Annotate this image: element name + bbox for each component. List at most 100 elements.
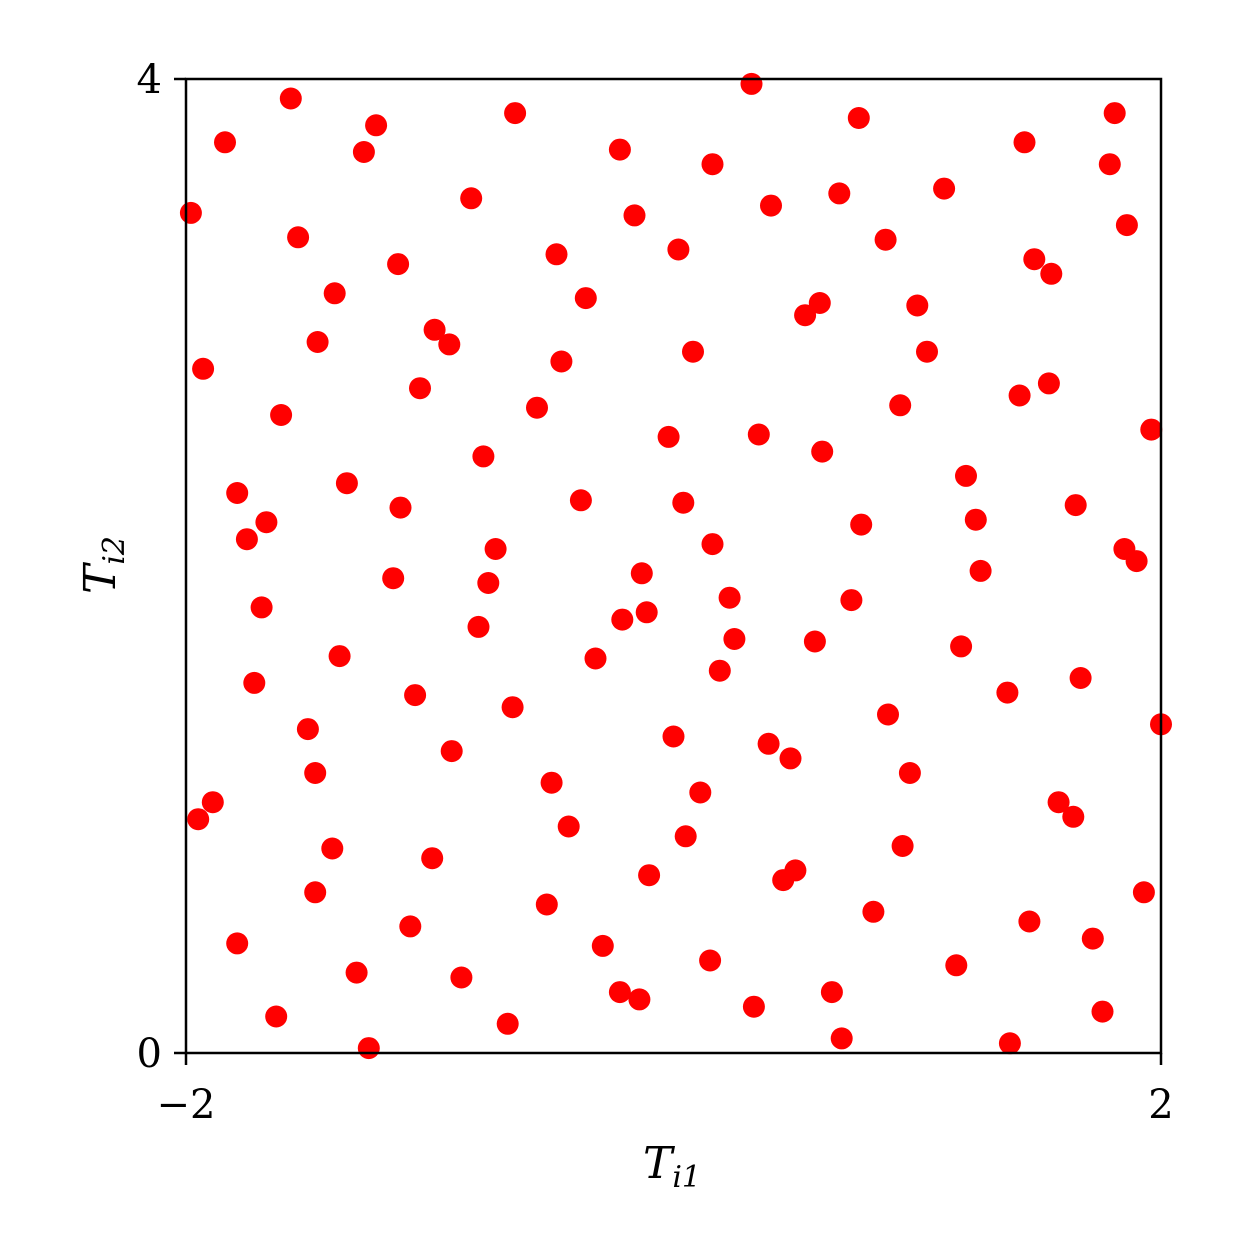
- scatter-point-53: [574, 287, 597, 310]
- scatter-point-67: [672, 491, 695, 514]
- scatter-point-79: [742, 995, 765, 1018]
- scatter-point-63: [628, 988, 651, 1011]
- scatter-point-13: [270, 404, 293, 426]
- scatter-point-12: [265, 1005, 288, 1028]
- scatter-point-94: [847, 107, 870, 129]
- scatter-point-29: [387, 253, 410, 276]
- scatter-point-30: [389, 496, 412, 519]
- scatter-point-122: [1081, 927, 1104, 950]
- scatter-point-69: [682, 340, 704, 363]
- scatter-point-97: [874, 228, 897, 251]
- x-tick-label-min: −2: [157, 1082, 216, 1128]
- scatter-point-99: [889, 394, 912, 417]
- scatter-point-6: [226, 932, 249, 955]
- scatter-point-2: [192, 357, 215, 380]
- scatter-point-56: [591, 934, 614, 957]
- scatter-point-3: [187, 808, 210, 831]
- x-tick-label-max: 2: [1148, 1082, 1173, 1128]
- scatter-point-114: [1018, 910, 1041, 933]
- scatter-point-4: [201, 791, 224, 814]
- scatter-point-51: [540, 771, 563, 794]
- scatter-point-7: [226, 482, 249, 504]
- scatter-point-89: [820, 981, 843, 1004]
- scatter-point-93: [840, 589, 863, 612]
- scatter-point-117: [1047, 791, 1070, 814]
- scatter-point-110: [996, 681, 1019, 704]
- scatter-point-111: [998, 1032, 1021, 1055]
- scatter-point-85: [784, 859, 807, 882]
- scatter-point-21: [323, 282, 346, 305]
- scatter-point-82: [760, 194, 782, 217]
- scatter-point-44: [496, 1012, 519, 1035]
- scatter-point-125: [1103, 102, 1126, 125]
- scatter-point-25: [352, 141, 375, 163]
- scatter-point-48: [535, 893, 558, 916]
- scatter-point-45: [504, 102, 527, 125]
- scatter-point-70: [674, 825, 697, 848]
- scatter-point-121: [1069, 667, 1092, 689]
- scatter-point-116: [1037, 372, 1060, 395]
- scatter-point-58: [608, 138, 631, 161]
- scatter-point-123: [1091, 1000, 1114, 1023]
- scatter-point-20: [321, 837, 344, 860]
- scatter-point-64: [635, 601, 658, 624]
- scatter-point-88: [803, 630, 826, 653]
- scatter-point-65: [657, 425, 680, 448]
- scatter-point-128: [1115, 214, 1138, 237]
- scatter-point-106: [950, 635, 973, 658]
- scatter-point-1: [179, 201, 202, 224]
- scatter-point-50: [550, 350, 573, 373]
- scatter-point-22: [328, 645, 351, 668]
- y-tick-label-max: 4: [137, 57, 162, 103]
- scatter-point-33: [409, 377, 431, 400]
- scatter-point-104: [933, 177, 956, 200]
- scatter-point-49: [545, 243, 568, 266]
- scatter-point-46: [501, 696, 524, 719]
- scatter-point-16: [296, 718, 319, 741]
- scatter-point-17: [304, 881, 327, 904]
- scatter-point-109: [969, 559, 992, 582]
- scatter-point-43: [484, 538, 507, 560]
- scatter-point-73: [699, 949, 722, 972]
- scatter-point-124: [1098, 153, 1121, 176]
- x-axis-label: Ti1: [643, 1138, 701, 1195]
- scatter-point-31: [399, 915, 422, 938]
- scatter-point-47: [526, 396, 548, 419]
- scatter-point-108: [964, 508, 987, 531]
- scatter-point-26: [357, 1037, 380, 1060]
- scatter-point-127: [1125, 550, 1148, 573]
- scatter-point-52: [557, 815, 580, 838]
- scatter-point-75: [708, 659, 731, 682]
- scatter-point-105: [945, 954, 968, 977]
- scatter-point-81: [757, 732, 780, 755]
- scatter-point-107: [955, 464, 977, 487]
- scatter-point-41: [472, 445, 495, 468]
- scatter-point-87: [808, 292, 831, 314]
- scatter-point-68: [662, 725, 685, 748]
- scatter-point-15: [287, 226, 310, 249]
- scatter-point-60: [630, 562, 653, 585]
- scatter-point-72: [689, 781, 712, 804]
- scatter-point-96: [862, 900, 885, 923]
- scatter-point-130: [1140, 418, 1163, 441]
- scatter-point-77: [723, 628, 746, 650]
- scatter-point-103: [916, 340, 938, 363]
- scatter-point-86: [794, 304, 817, 327]
- scatter-point-112: [1008, 384, 1031, 407]
- scatter-point-78: [740, 72, 763, 95]
- scatter-point-28: [382, 567, 405, 590]
- scatter-point-37: [440, 740, 463, 763]
- scatter-point-24: [345, 961, 368, 984]
- y-tick-label-min: 0: [137, 1031, 162, 1077]
- scatter-point-74: [701, 533, 724, 556]
- scatter-point-57: [608, 981, 631, 1004]
- scatter-point-35: [423, 318, 446, 341]
- scatter-point-8: [235, 528, 258, 551]
- scatter-point-32: [404, 684, 427, 707]
- scatter-point-90: [811, 440, 834, 463]
- scatter-point-92: [830, 1027, 853, 1050]
- scatter-point-120: [1064, 494, 1087, 517]
- scatter-point-115: [1023, 248, 1046, 271]
- scatter-point-40: [467, 615, 490, 638]
